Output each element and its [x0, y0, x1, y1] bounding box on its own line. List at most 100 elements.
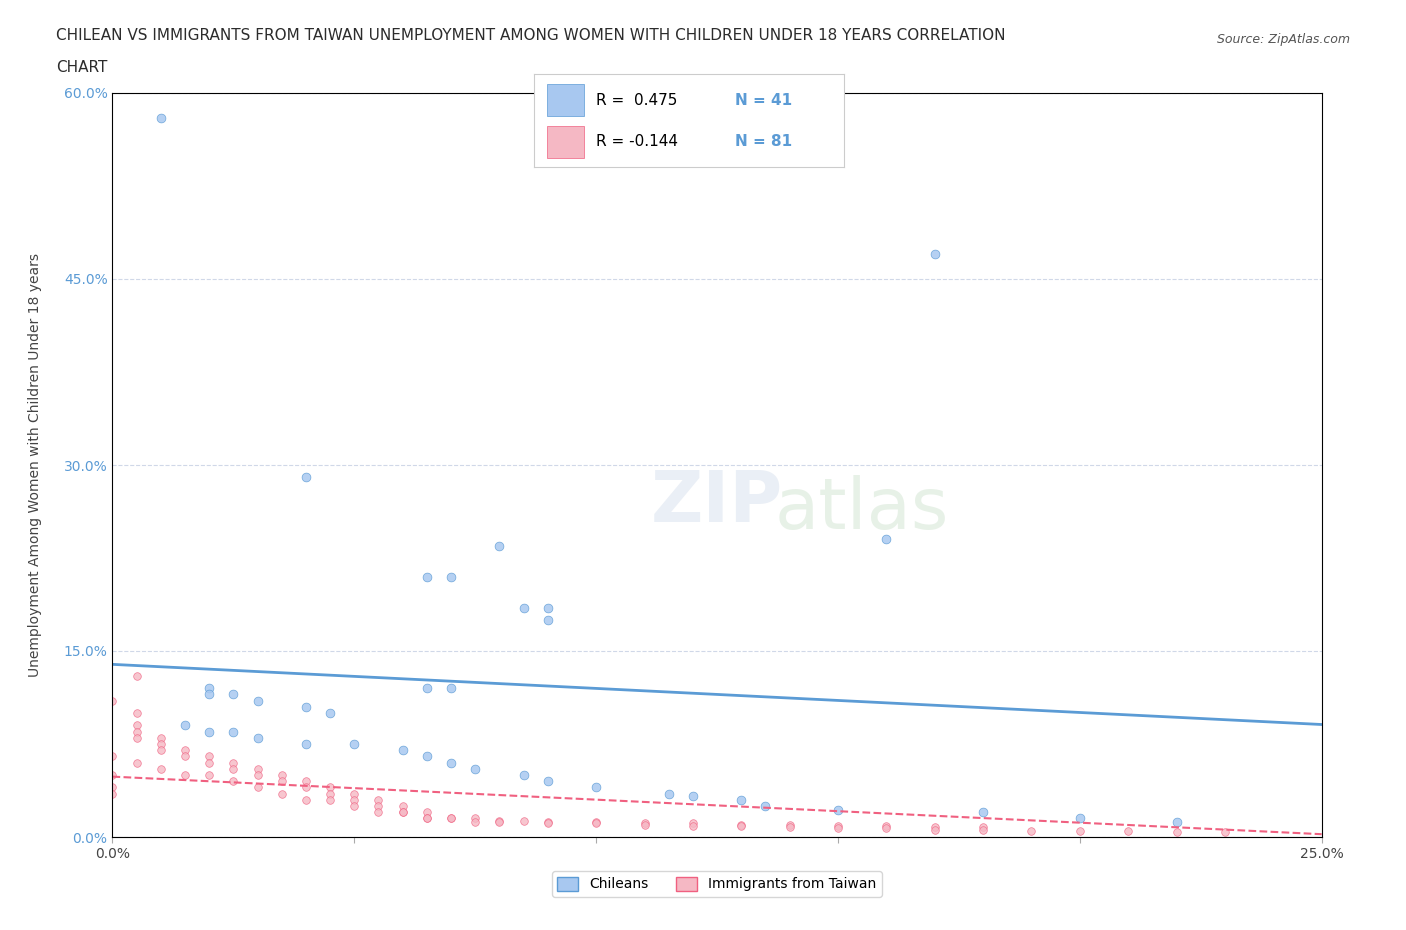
Point	[754, 799, 776, 814]
Point	[198, 755, 221, 770]
Point	[198, 724, 221, 739]
Point	[319, 786, 342, 801]
Text: atlas: atlas	[775, 475, 949, 544]
Point	[125, 718, 148, 733]
Point	[464, 815, 486, 830]
Point	[924, 246, 946, 261]
Point	[149, 730, 172, 745]
Point	[537, 774, 560, 789]
Text: N = 81: N = 81	[735, 134, 793, 149]
Point	[972, 804, 994, 819]
Point	[875, 532, 897, 547]
Point	[924, 822, 946, 837]
Point	[537, 600, 560, 615]
Text: R =  0.475: R = 0.475	[596, 93, 678, 108]
Point	[343, 786, 366, 801]
Point	[537, 613, 560, 628]
Point	[1166, 825, 1188, 840]
Point	[827, 818, 849, 833]
Point	[125, 755, 148, 770]
Point	[1116, 823, 1139, 838]
Point	[416, 811, 439, 826]
Point	[779, 817, 801, 832]
Point	[391, 804, 413, 819]
Point	[585, 816, 607, 830]
Text: Unemployment Among Women with Children Under 18 years: Unemployment Among Women with Children U…	[28, 253, 42, 677]
Point	[416, 804, 439, 819]
Point	[174, 718, 197, 733]
Point	[270, 786, 292, 801]
Point	[270, 767, 292, 782]
Point	[149, 743, 172, 758]
Point	[730, 792, 752, 807]
Point	[924, 819, 946, 834]
Point	[174, 749, 197, 764]
Point	[440, 811, 463, 826]
Point	[367, 792, 389, 807]
Point	[270, 774, 292, 789]
Point	[633, 816, 655, 830]
Point	[222, 755, 245, 770]
Point	[682, 789, 704, 804]
Point	[416, 749, 439, 764]
Point	[972, 822, 994, 837]
Point	[149, 111, 172, 126]
Point	[101, 749, 124, 764]
Point	[198, 749, 221, 764]
Point	[125, 669, 148, 684]
Point	[658, 786, 681, 801]
Point	[416, 681, 439, 696]
Point	[246, 693, 269, 708]
Text: N = 41: N = 41	[735, 93, 793, 108]
Point	[125, 730, 148, 745]
Point	[488, 815, 510, 830]
Point	[972, 819, 994, 834]
Point	[464, 762, 486, 777]
Text: R = -0.144: R = -0.144	[596, 134, 678, 149]
Text: ZIP: ZIP	[651, 468, 783, 537]
Point	[391, 804, 413, 819]
Point	[585, 815, 607, 830]
Point	[343, 737, 366, 751]
Point	[440, 755, 463, 770]
FancyBboxPatch shape	[547, 126, 583, 158]
Point	[464, 811, 486, 826]
Point	[295, 780, 318, 795]
Point	[875, 818, 897, 833]
Point	[222, 724, 245, 739]
Text: CHILEAN VS IMMIGRANTS FROM TAIWAN UNEMPLOYMENT AMONG WOMEN WITH CHILDREN UNDER 1: CHILEAN VS IMMIGRANTS FROM TAIWAN UNEMPL…	[56, 28, 1005, 43]
Point	[440, 569, 463, 584]
Point	[488, 814, 510, 829]
Point	[730, 817, 752, 832]
Point	[198, 767, 221, 782]
Point	[101, 786, 124, 801]
Point	[391, 799, 413, 814]
Point	[174, 767, 197, 782]
Point	[246, 780, 269, 795]
Point	[585, 780, 607, 795]
Point	[295, 774, 318, 789]
Text: CHART: CHART	[56, 60, 108, 75]
Point	[1069, 811, 1091, 826]
Point	[295, 737, 318, 751]
Point	[416, 811, 439, 826]
Point	[149, 737, 172, 751]
Point	[246, 762, 269, 777]
Point	[682, 818, 704, 833]
Point	[319, 792, 342, 807]
Point	[512, 767, 534, 782]
Point	[295, 699, 318, 714]
Point	[101, 693, 124, 708]
Point	[101, 767, 124, 782]
Legend: Chileans, Immigrants from Taiwan: Chileans, Immigrants from Taiwan	[553, 871, 882, 897]
Point	[730, 818, 752, 833]
Point	[343, 792, 366, 807]
Point	[222, 774, 245, 789]
Point	[101, 780, 124, 795]
Point	[1069, 823, 1091, 838]
Text: Source: ZipAtlas.com: Source: ZipAtlas.com	[1216, 33, 1350, 46]
Point	[295, 470, 318, 485]
Point	[633, 817, 655, 832]
Point	[682, 816, 704, 830]
Point	[319, 780, 342, 795]
